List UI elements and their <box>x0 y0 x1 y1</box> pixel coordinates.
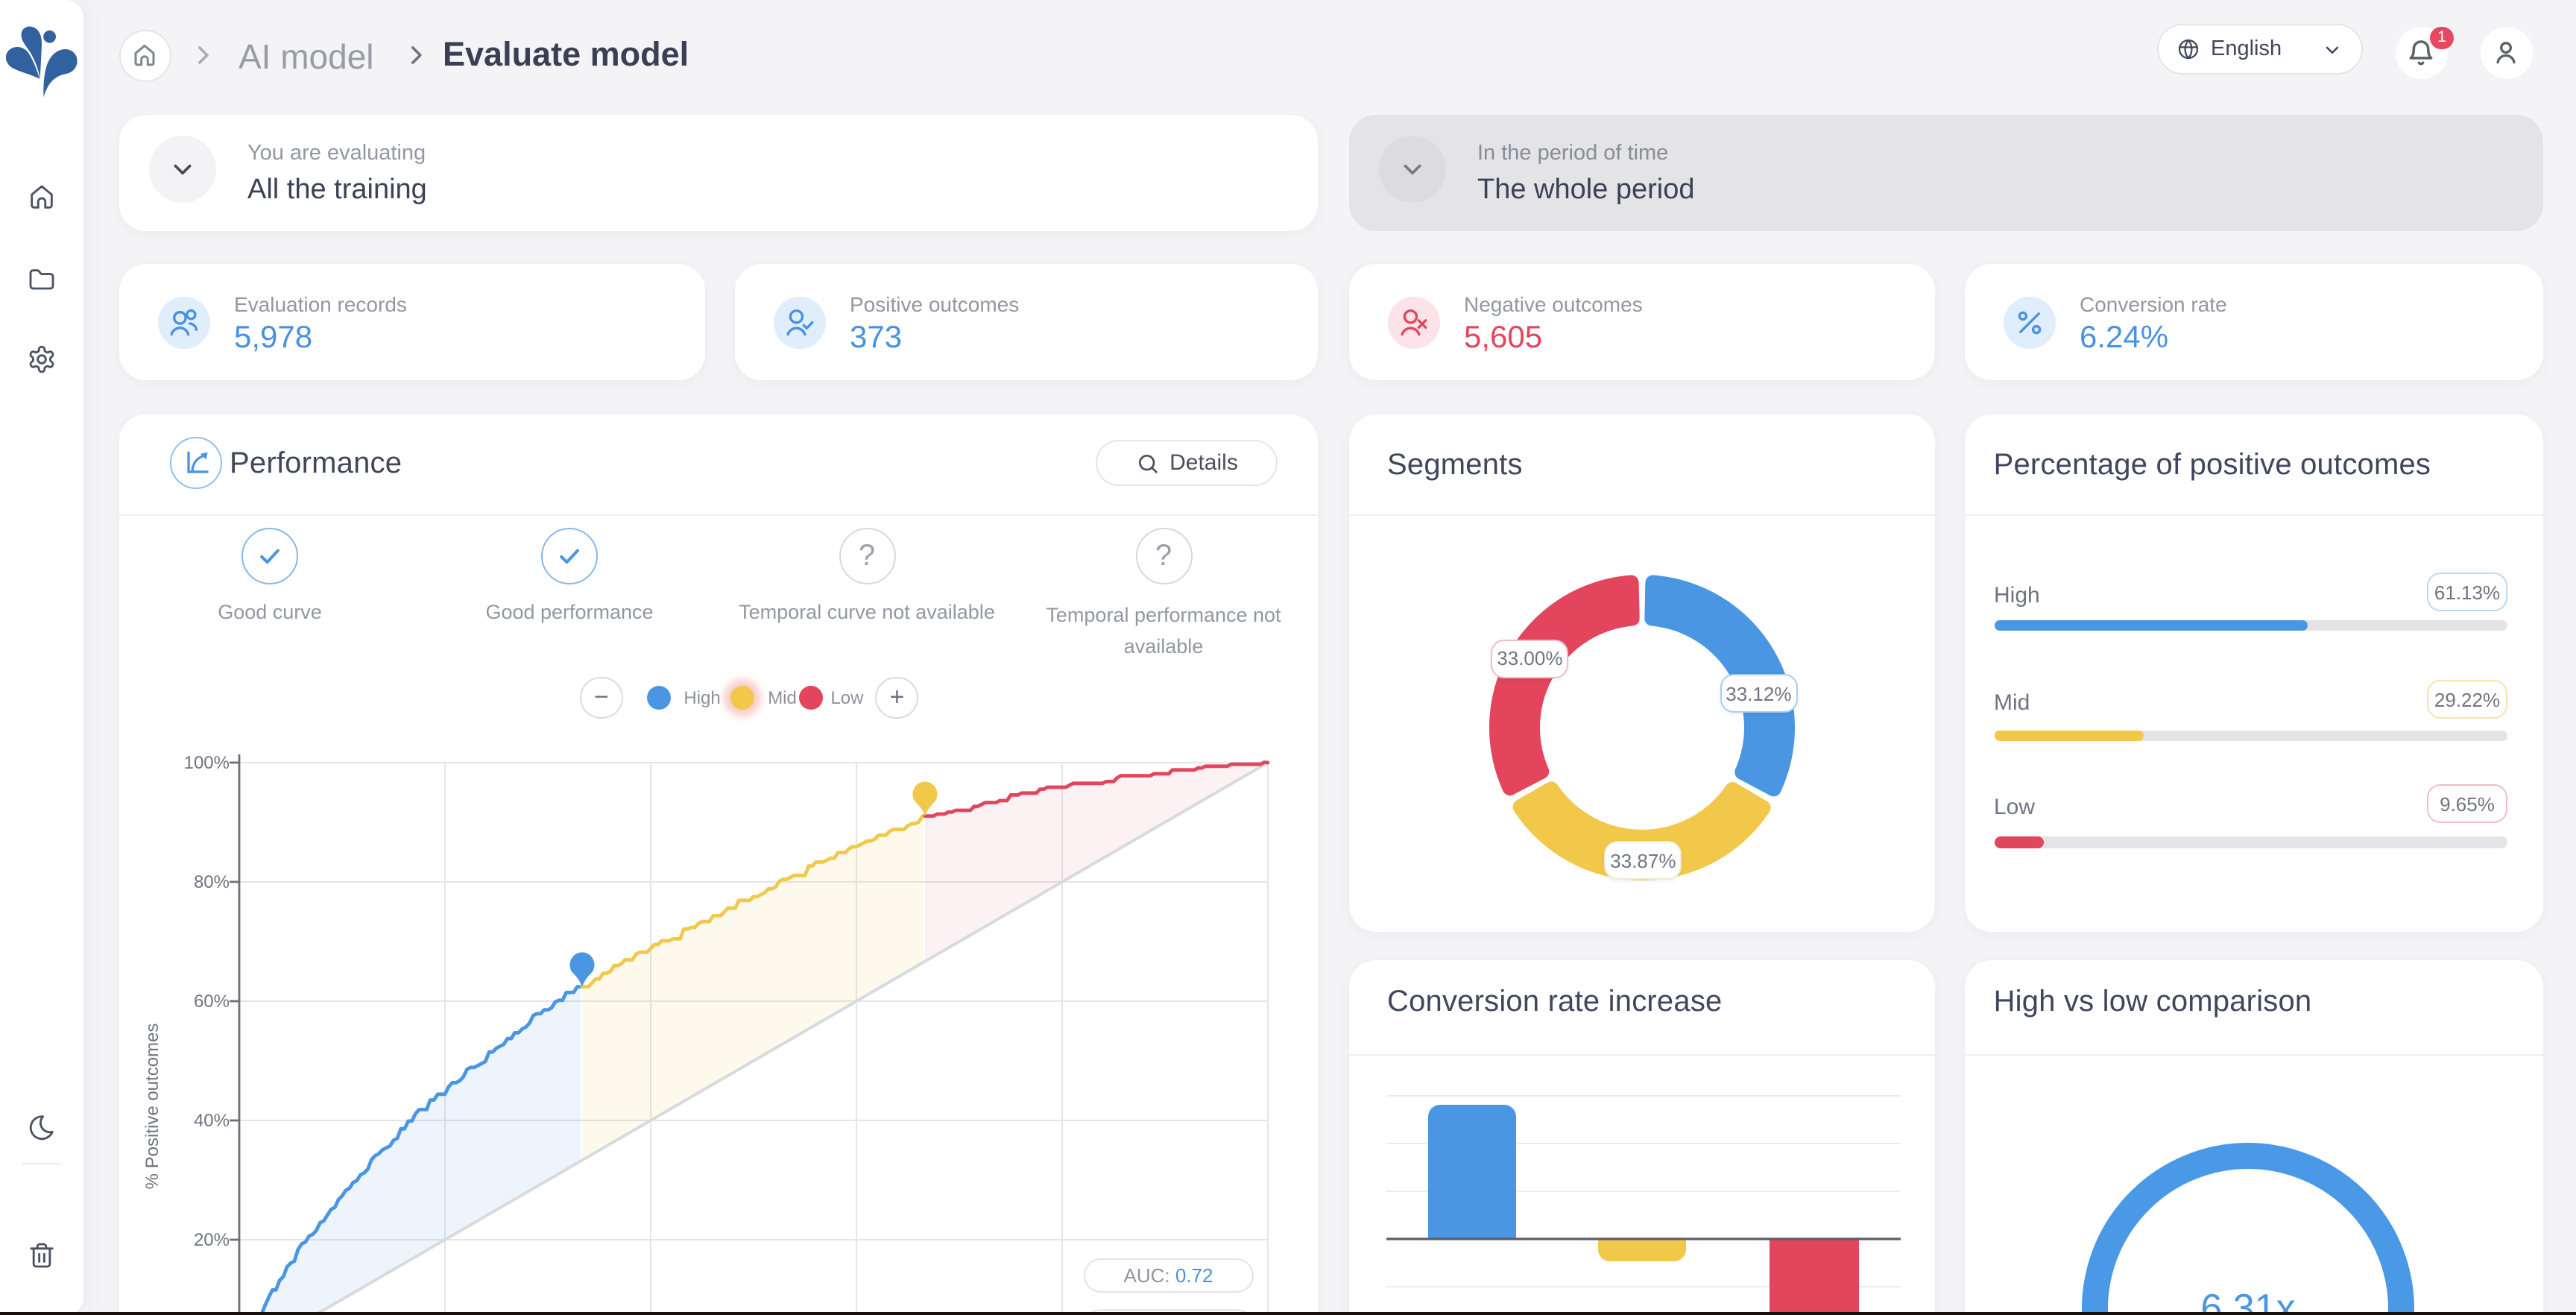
svg-text:6.31x: 6.31x <box>2200 1287 2295 1315</box>
svg-text:40%: 40% <box>194 1111 230 1131</box>
svg-text:60%: 60% <box>194 991 230 1012</box>
svg-text:80%: 80% <box>194 872 230 892</box>
svg-text:100%: 100% <box>184 753 230 773</box>
svg-text:20%: 20% <box>194 1230 230 1250</box>
svg-text:% Positive outcomes: % Positive outcomes <box>142 1024 162 1190</box>
